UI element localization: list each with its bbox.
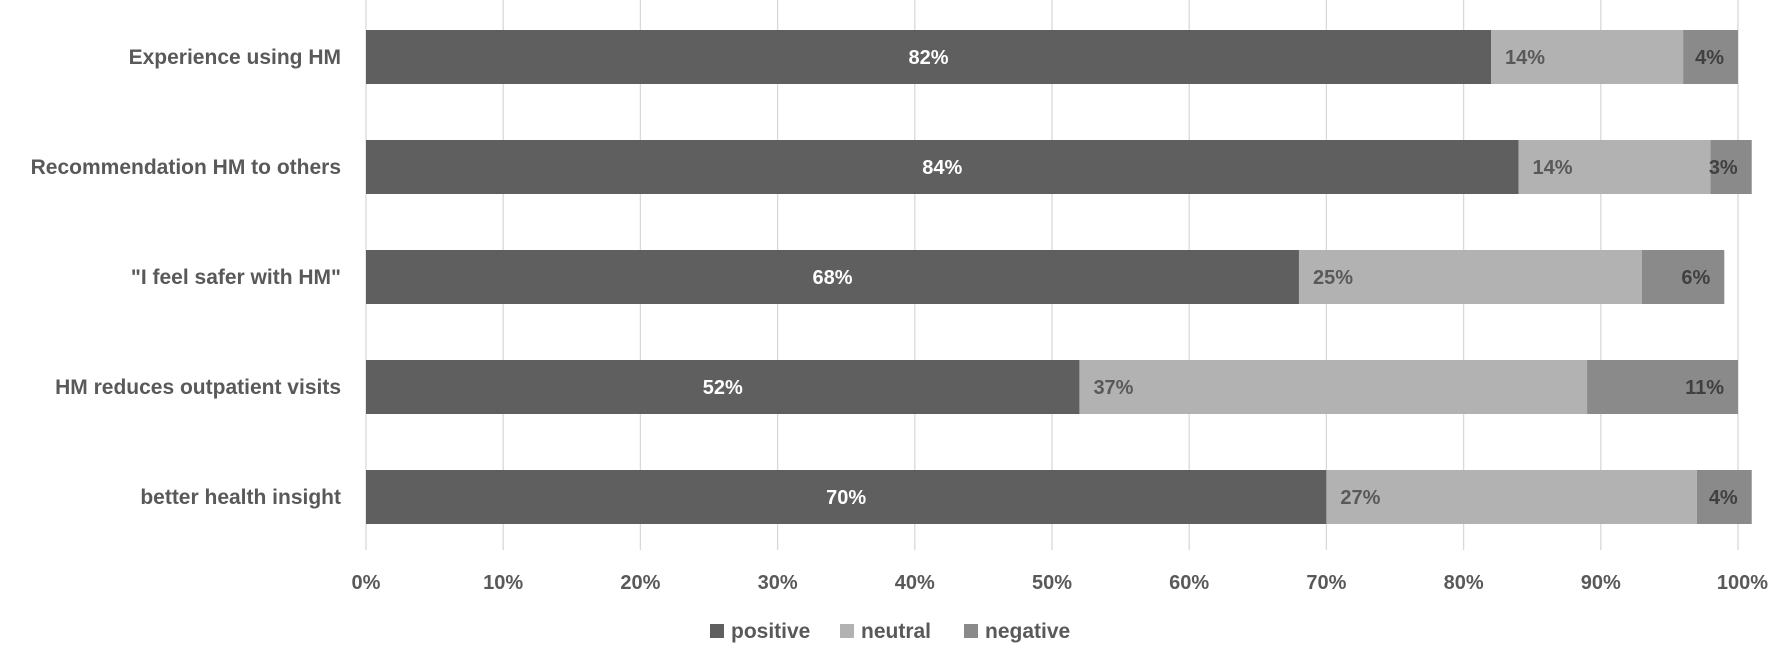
data-label-neutral-2: 25% [1313,267,1353,289]
x-tick-label-10: 100% [1717,572,1768,594]
legend-label-negative: negative [985,620,1070,643]
data-label-negative-1: 3% [1709,157,1738,179]
data-label-positive-3: 52% [703,377,743,399]
data-label-positive-0: 82% [909,47,949,69]
bar-positive-2 [366,250,1299,304]
data-label-neutral-3: 37% [1093,377,1133,399]
bar-negative-0 [1683,30,1738,84]
category-label-1: Recommendation HM to others [31,156,341,179]
bar-neutral-0 [1491,30,1684,84]
bar-negative-4 [1696,470,1752,524]
bar-positive-0 [366,30,1492,84]
x-tick-label-1: 10% [483,572,523,594]
legend-swatch-neutral [840,624,854,638]
x-tick-label-3: 30% [758,572,798,594]
bar-positive-4 [366,470,1327,524]
bar-negative-1 [1710,140,1752,194]
data-label-neutral-1: 14% [1532,157,1572,179]
data-label-negative-4: 4% [1709,487,1738,509]
x-tick-label-0: 0% [352,572,381,594]
legend-label-positive: positive [731,620,810,643]
category-label-4: better health insight [140,486,341,509]
bar-positive-3 [366,360,1080,414]
category-label-3: HM reduces outpatient visits [55,376,341,399]
category-label-2: "I feel safer with HM" [131,266,341,289]
legend-swatch-negative [964,624,978,638]
data-label-positive-4: 70% [826,487,866,509]
legend-swatch-positive [710,624,724,638]
data-label-positive-1: 84% [922,157,962,179]
bar-neutral-1 [1518,140,1711,194]
bar-neutral-4 [1326,470,1697,524]
bar-positive-1 [366,140,1519,194]
data-label-negative-0: 4% [1695,47,1724,69]
bar-neutral-2 [1298,250,1642,304]
x-tick-label-9: 90% [1581,572,1621,594]
category-label-0: Experience using HM [129,46,341,69]
legend-label-neutral: neutral [861,620,931,643]
bar-negative-3 [1587,360,1738,414]
data-label-negative-3: 11% [1685,377,1724,399]
data-label-neutral-0: 14% [1505,47,1545,69]
bar-neutral-3 [1079,360,1588,414]
data-label-neutral-4: 27% [1340,487,1380,509]
x-tick-label-5: 50% [1032,572,1072,594]
x-tick-label-2: 20% [620,572,660,594]
bar-negative-2 [1641,250,1725,304]
data-label-positive-2: 68% [812,267,852,289]
x-tick-label-6: 60% [1169,572,1209,594]
data-label-negative-2: 6% [1681,267,1710,289]
x-tick-label-4: 40% [895,572,935,594]
x-tick-label-8: 80% [1444,572,1484,594]
x-tick-label-7: 70% [1306,572,1346,594]
